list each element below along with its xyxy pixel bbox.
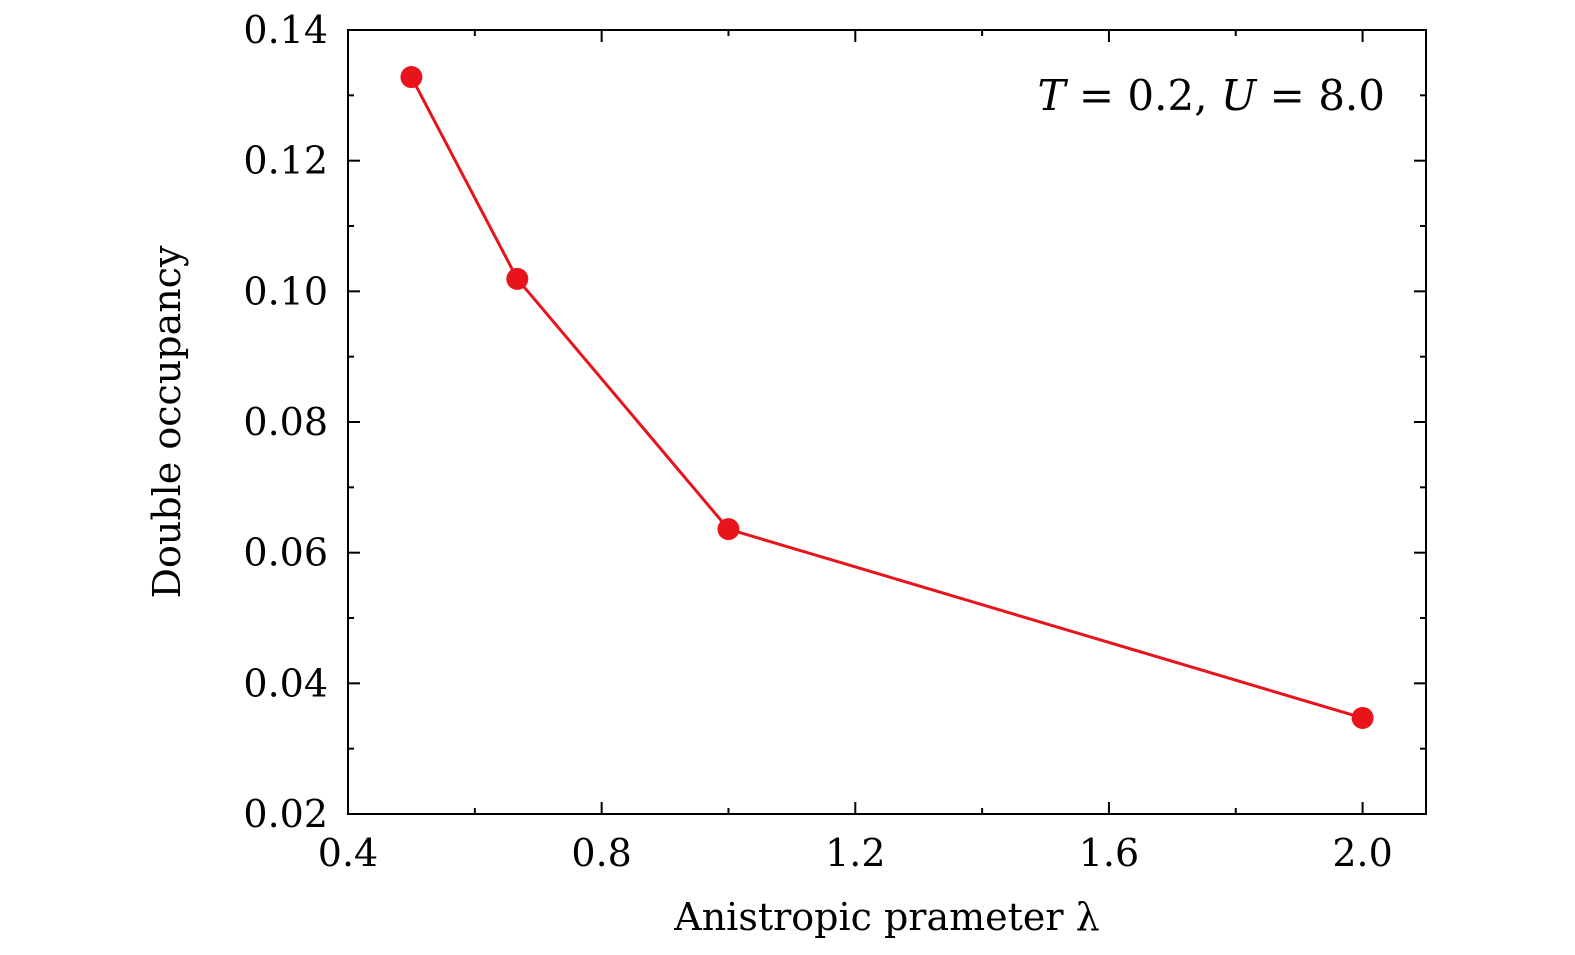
x-tick-label: 1.2 (825, 831, 885, 875)
series-layer (400, 66, 1374, 729)
x-tick-label: 0.8 (571, 831, 631, 875)
y-tick-label: 0.06 (243, 531, 328, 575)
y-axis-label: Double occupancy (145, 245, 189, 599)
y-axis-ticks: 0.02 0.04 0.06 0.08 0.10 0.12 0.14 (243, 8, 1426, 836)
y-tick-label: 0.10 (243, 269, 328, 313)
data-point (717, 518, 740, 541)
minor-ticks (348, 30, 1426, 814)
series-line (410, 76, 1364, 720)
x-axis-ticks: 0.4 0.8 1.2 1.6 2.0 (318, 30, 1393, 875)
data-point (1351, 706, 1374, 729)
y-tick-label: 0.14 (243, 8, 328, 52)
x-tick-label: 0.4 (318, 831, 378, 875)
plot-frame (347, 29, 1427, 815)
y-tick-label: 0.02 (243, 792, 328, 836)
x-tick-label: 2.0 (1332, 831, 1392, 875)
x-axis-label: Anistropic prameter λ (673, 895, 1099, 939)
y-tick-label: 0.12 (243, 139, 328, 183)
data-point (400, 66, 423, 89)
parameter-annotation: T = 0.2, U = 8.0 (1038, 71, 1386, 120)
x-tick-label: 1.6 (1079, 831, 1139, 875)
data-point (506, 267, 529, 290)
y-tick-label: 0.04 (243, 661, 328, 705)
y-tick-label: 0.08 (243, 400, 328, 444)
